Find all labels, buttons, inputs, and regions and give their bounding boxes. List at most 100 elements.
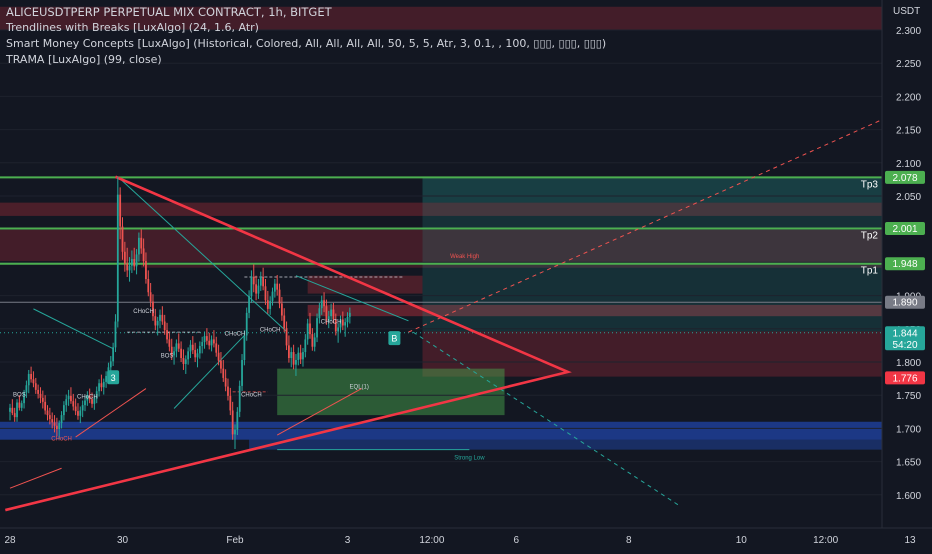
candle-body bbox=[39, 393, 42, 398]
candle-body bbox=[177, 343, 180, 349]
price-tag bbox=[885, 222, 925, 236]
candle-body bbox=[288, 345, 290, 359]
candle-body bbox=[20, 403, 23, 408]
supply-block bbox=[307, 304, 882, 317]
price-tag bbox=[885, 326, 925, 351]
candle-body bbox=[229, 395, 232, 411]
candle-body bbox=[198, 346, 201, 354]
candle-body bbox=[159, 314, 161, 321]
candle-body bbox=[142, 248, 145, 262]
candle-body bbox=[130, 259, 133, 266]
triangle-pattern bbox=[5, 175, 572, 512]
smc-label: CHoCH bbox=[241, 393, 262, 399]
candle-body bbox=[84, 400, 86, 406]
candle-body bbox=[325, 306, 328, 321]
candle-body bbox=[63, 405, 65, 416]
candle-body bbox=[283, 315, 286, 329]
price-tag-label: 1.890 bbox=[892, 298, 917, 309]
candle-body bbox=[264, 286, 267, 301]
candle-body bbox=[86, 395, 89, 401]
smc-label: CHoCH bbox=[225, 331, 246, 337]
supply-block bbox=[0, 202, 882, 216]
candle-body bbox=[318, 308, 321, 319]
candle-body bbox=[81, 405, 84, 411]
price-tag bbox=[885, 170, 925, 184]
candle-body bbox=[88, 395, 91, 400]
candle-body bbox=[168, 339, 171, 347]
candle-body bbox=[145, 261, 147, 279]
smc-label: Weak High bbox=[450, 254, 479, 260]
price-tick: 1.750 bbox=[896, 391, 921, 402]
candle-body bbox=[58, 423, 61, 430]
demand-block bbox=[277, 368, 505, 416]
candle-body bbox=[295, 360, 297, 365]
candle-body bbox=[243, 335, 246, 361]
candle-body bbox=[213, 339, 215, 344]
candle-body bbox=[116, 194, 119, 322]
smc-label: CHoCH bbox=[260, 327, 281, 333]
trendline bbox=[9, 467, 62, 489]
target-label: Tp3 bbox=[861, 179, 879, 190]
price-tick: 1.800 bbox=[896, 358, 921, 369]
price-tick: 2.150 bbox=[896, 126, 921, 137]
price-scale bbox=[882, 0, 932, 550]
candle-body bbox=[51, 419, 54, 423]
candle-body bbox=[18, 402, 21, 408]
candle-body bbox=[241, 360, 243, 386]
candle-body bbox=[297, 352, 300, 361]
break-label-bg bbox=[107, 370, 120, 385]
time-tick: 12:00 bbox=[813, 535, 838, 546]
candle-body bbox=[222, 368, 225, 378]
candle-body bbox=[339, 319, 342, 328]
smc-label: BOS bbox=[161, 353, 174, 359]
candle-body bbox=[32, 379, 35, 384]
currency-label: USDT bbox=[893, 6, 920, 17]
candle-body bbox=[320, 300, 323, 309]
candle-body bbox=[236, 411, 239, 430]
price-tick: 1.650 bbox=[896, 458, 921, 469]
time-tick: 12:00 bbox=[419, 535, 444, 546]
candle-body bbox=[323, 300, 325, 307]
candle-body bbox=[140, 237, 143, 249]
candle-body bbox=[245, 312, 248, 336]
candle-body bbox=[9, 407, 11, 412]
candle-body bbox=[257, 285, 260, 294]
candle-body bbox=[109, 361, 112, 368]
candle-body bbox=[196, 353, 199, 358]
time-tick: 3 bbox=[345, 535, 351, 546]
candle-body bbox=[154, 316, 157, 326]
smc-label: CHoCH bbox=[51, 436, 72, 442]
trendline bbox=[33, 308, 114, 350]
candle-body bbox=[102, 381, 105, 388]
stop-zone bbox=[422, 331, 882, 377]
candle-body bbox=[327, 316, 330, 321]
candle-body bbox=[208, 340, 211, 346]
time-tick: 13 bbox=[904, 535, 916, 546]
candle-body bbox=[170, 346, 173, 356]
candle-body bbox=[316, 318, 318, 338]
candle-body bbox=[70, 395, 72, 402]
candle-body bbox=[252, 277, 255, 285]
candle-body bbox=[337, 327, 340, 332]
candle-body bbox=[25, 385, 28, 393]
candle-body bbox=[250, 277, 253, 297]
candle-body bbox=[161, 314, 164, 322]
candle-body bbox=[65, 399, 68, 406]
premium-zone bbox=[0, 6, 882, 30]
smc-label: CHoCH bbox=[77, 395, 98, 401]
candle-body bbox=[238, 385, 241, 412]
candle-body bbox=[182, 358, 185, 364]
candle-body bbox=[156, 320, 159, 326]
candle-body bbox=[220, 360, 222, 369]
price-tick: 2.200 bbox=[896, 92, 921, 103]
candle-body bbox=[149, 292, 152, 302]
candle-body bbox=[292, 352, 295, 365]
candle-body bbox=[34, 383, 37, 390]
price-tag bbox=[885, 257, 925, 271]
candle-body bbox=[191, 344, 194, 351]
candle-body bbox=[224, 377, 227, 387]
candle-body bbox=[189, 344, 192, 352]
time-tick: 10 bbox=[736, 535, 748, 546]
